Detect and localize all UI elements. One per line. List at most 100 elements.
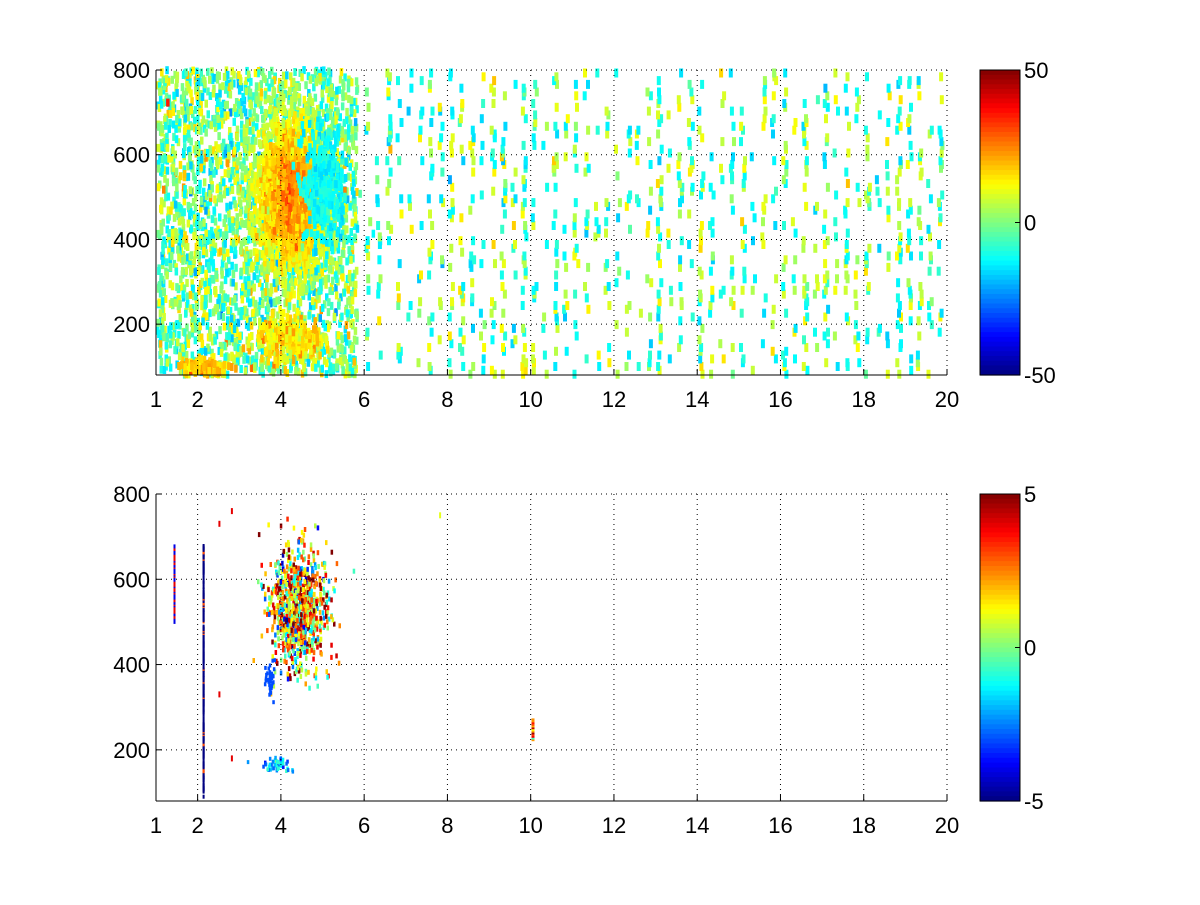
- heatmap-cell: [320, 364, 324, 373]
- heatmap-cell: [276, 166, 281, 175]
- heatmap-cell: [313, 358, 318, 366]
- heatmap-cell: [275, 258, 280, 267]
- heatmap-cell: [273, 231, 277, 240]
- heatmap-cell: [229, 139, 233, 148]
- heatmap-cell: [209, 175, 213, 183]
- heatmap-cell: [190, 324, 195, 333]
- heatmap-cell: [220, 270, 224, 279]
- heatmap-cell: [275, 296, 279, 305]
- heatmap-cell: [324, 280, 328, 289]
- heatmap-cell: [160, 251, 164, 260]
- heatmap-cell: [229, 132, 233, 141]
- heatmap-cell: [181, 239, 185, 248]
- heatmap-cell: [276, 204, 280, 213]
- heatmap-cell: [307, 292, 311, 301]
- heatmap-cell: [196, 97, 200, 106]
- heatmap-cell: [181, 256, 185, 265]
- heatmap-cell: [350, 125, 354, 134]
- heatmap-cell: [193, 105, 198, 114]
- heatmap-cell: [291, 109, 295, 117]
- heatmap-cell: [296, 302, 301, 311]
- heatmap-cell: [270, 79, 274, 88]
- heatmap-cell: [347, 296, 352, 304]
- heatmap-cell: [247, 212, 251, 221]
- heatmap-cell: [237, 349, 241, 358]
- heatmap-cell: [184, 266, 189, 275]
- heatmap-cell: [271, 202, 275, 211]
- heatmap-cell: [162, 185, 166, 194]
- heatmap-cell: [230, 261, 234, 270]
- heatmap-cell: [297, 210, 302, 219]
- heatmap-cell: [262, 195, 266, 204]
- heatmap-cell: [245, 266, 249, 275]
- heatmap-cell: [198, 107, 202, 116]
- heatmap-cell: [271, 221, 275, 230]
- heatmap-cell: [274, 224, 278, 233]
- heatmap-cell: [329, 301, 334, 310]
- heatmap-cell: [291, 194, 295, 203]
- heatmap-cell: [345, 107, 349, 116]
- heatmap-cell: [208, 288, 212, 297]
- heatmap-cell: [206, 207, 210, 216]
- heatmap-cell: [353, 196, 357, 205]
- heatmap-cell: [284, 253, 289, 262]
- heatmap-cell: [273, 297, 277, 306]
- heatmap-cell: [199, 163, 203, 172]
- heatmap-cell: [171, 332, 175, 341]
- heatmap-cell: [318, 278, 323, 287]
- heatmap-cell: [179, 94, 184, 103]
- heatmap-cell: [281, 129, 285, 138]
- heatmap-cell: [239, 161, 243, 170]
- heatmap-cell: [239, 365, 243, 373]
- heatmap-cell: [207, 264, 211, 273]
- heatmap-cell: [265, 197, 269, 206]
- heatmap-cell: [324, 103, 329, 112]
- heatmap-cell: [329, 368, 333, 377]
- heatmap-cell: [252, 313, 257, 321]
- heatmap-cell: [178, 247, 182, 256]
- heatmap-cell: [355, 224, 360, 233]
- heatmap-cell: [259, 80, 263, 89]
- heatmap-cell: [203, 148, 208, 157]
- heatmap-cell: [204, 99, 208, 108]
- heatmap-cell: [157, 298, 161, 307]
- heatmap-cell: [293, 258, 298, 266]
- heatmap-cell: [224, 224, 228, 233]
- heatmap-cell: [299, 229, 303, 238]
- heatmap-cell: [303, 251, 307, 260]
- heatmap-cell: [214, 271, 218, 280]
- heatmap-cell: [275, 219, 279, 227]
- heatmap-cell: [230, 216, 234, 225]
- heatmap-cell: [223, 169, 228, 178]
- heatmap-cell: [308, 75, 313, 84]
- heatmap-cell: [295, 118, 299, 127]
- heatmap-cell: [296, 292, 301, 300]
- heatmap-cell: [261, 369, 265, 378]
- heatmap-cell: [251, 118, 256, 127]
- heatmap-cell: [234, 324, 239, 333]
- heatmap-cell: [183, 231, 187, 240]
- heatmap-cell: [157, 267, 161, 275]
- heatmap-cell: [253, 299, 258, 308]
- heatmap-cell: [223, 185, 228, 193]
- heatmap-cell: [316, 359, 320, 368]
- heatmap-cell: [214, 166, 218, 175]
- heatmap-cell: [296, 161, 300, 170]
- heatmap-cell: [291, 267, 296, 276]
- heatmap-cell: [256, 179, 260, 188]
- heatmap-cell: [256, 249, 261, 258]
- heatmap-cell: [156, 143, 160, 152]
- heatmap-cell: [262, 253, 267, 262]
- heatmap-cell: [273, 134, 278, 142]
- heatmap-cell: [197, 334, 201, 343]
- heatmap-cell: [271, 234, 276, 243]
- heatmap-cell: [302, 364, 306, 372]
- heatmap-cell: [223, 276, 228, 285]
- heatmap-cell: [221, 99, 226, 108]
- heatmap-cell: [248, 317, 252, 326]
- heatmap-cell: [335, 266, 339, 275]
- heatmap-cell: [302, 95, 307, 104]
- heatmap-cell: [263, 136, 267, 145]
- heatmap-cell: [265, 122, 270, 131]
- heatmap-cell: [303, 244, 308, 253]
